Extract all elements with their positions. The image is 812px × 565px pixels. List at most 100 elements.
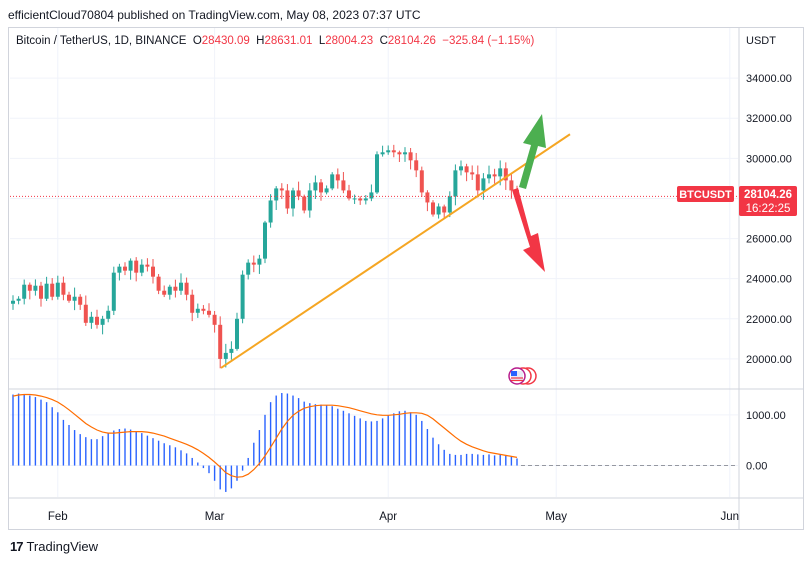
candle-body [369,192,374,199]
down-arrow-icon [512,188,545,272]
badge-symbol: BTCUSDT [679,189,732,201]
candle-body [380,152,385,155]
candle-body [291,190,295,209]
candle-body [363,198,368,201]
candle-body [117,266,122,273]
candle-body [167,286,172,295]
publisher-line: efficientCloud70804 published on Trading… [8,8,421,22]
candle-body [173,286,178,291]
price-tick-label: 24000.00 [746,274,792,286]
price-tick-label: 20000.00 [746,354,792,366]
candle-body [55,282,60,297]
candle-body [324,188,329,193]
candle-body [218,324,223,359]
candle-body [425,192,430,203]
candle-body [27,284,32,291]
candle-body [263,222,267,259]
candle-body [100,318,105,325]
up-arrow-icon [519,114,546,189]
candle-body [156,276,161,291]
candle-body [111,272,116,311]
low-value: 28004.23 [325,35,374,47]
candle-body [375,154,379,193]
time-tick-label: May [545,511,567,523]
candle-body [207,310,211,315]
candle-body [487,174,491,179]
candle-body [89,316,94,323]
close-value: 28104.26 [387,35,436,47]
price-tick-label: 30000.00 [746,153,792,165]
tradingview-logo-icon: 17 [10,539,24,554]
candle-body [397,152,402,155]
candle-body [347,190,351,199]
footer: 17 TradingView [10,539,98,554]
candle-body [190,294,195,313]
time-tick-label: Feb [48,511,68,523]
symbol-badge [677,186,734,202]
candle-body [33,285,38,291]
candle-body [503,168,508,181]
candle-body [386,150,391,153]
indicator-tick-label: 0.00 [746,461,767,473]
high-label: H [256,35,265,47]
close-label: C [379,35,388,47]
badge-price: 28104.26 [744,189,792,201]
time-tick-label: Jun [721,511,740,523]
price-tick-label: 22000.00 [746,314,792,326]
candle-body [509,180,514,191]
candle-body [341,180,346,191]
price-tick-label: 34000.00 [746,73,792,85]
candle-body [403,152,407,155]
candle-body [431,202,435,215]
candle-body [201,308,206,311]
candle-body [139,264,144,273]
time-axis-labels: Feb Mar Apr May Jun [48,511,739,523]
open-value: 28430.09 [201,35,250,47]
candle-body [391,150,396,153]
candle-body [285,190,290,209]
change-value: −325.84 (−1.15%) [442,35,535,47]
candle-body [72,296,77,301]
candle-body [414,160,419,171]
histogram-series [12,393,518,492]
candle-body [274,188,279,201]
legend-symbol[interactable]: Bitcoin / TetherUS, 1D, BINANCE [16,35,187,47]
price-tick-label: 32000.00 [746,113,792,125]
candle-body [134,260,139,273]
price-badge: BTCUSDT 28104.26 16:22:25 [677,186,797,216]
candle-body [335,174,340,181]
price-tick-label: 26000.00 [746,234,792,246]
grid-lines [10,28,738,497]
candle-body [229,348,234,353]
economic-event-icon [508,367,537,385]
candle-body [257,258,262,265]
candle-body [184,282,189,295]
candle-body [307,190,312,211]
badge-countdown: 16:22:25 [746,203,791,215]
candle-body [470,172,475,175]
candle-body [302,196,307,211]
chart-frame [8,27,804,530]
candle-body [442,206,447,213]
currency-label[interactable]: USDT [746,35,776,47]
candle-body [296,190,301,197]
last-price-badge [739,186,797,216]
footer-brand[interactable]: TradingView [26,539,99,554]
candle-body [246,262,251,275]
time-tick-label: Apr [379,511,397,523]
candle-body [459,166,463,171]
candle-body [212,314,217,325]
candle-body [67,294,71,301]
open-label: O [192,35,202,47]
candle-body [279,188,284,191]
candle-body [61,282,66,295]
candle-body [408,152,413,161]
candle-body [128,260,133,271]
candle-body [50,283,55,297]
candle-body [123,266,127,271]
indicator-tick-label: 1000.00 [746,410,786,422]
candle-body [95,316,99,325]
trendline [220,133,571,369]
signal-line [12,393,518,478]
